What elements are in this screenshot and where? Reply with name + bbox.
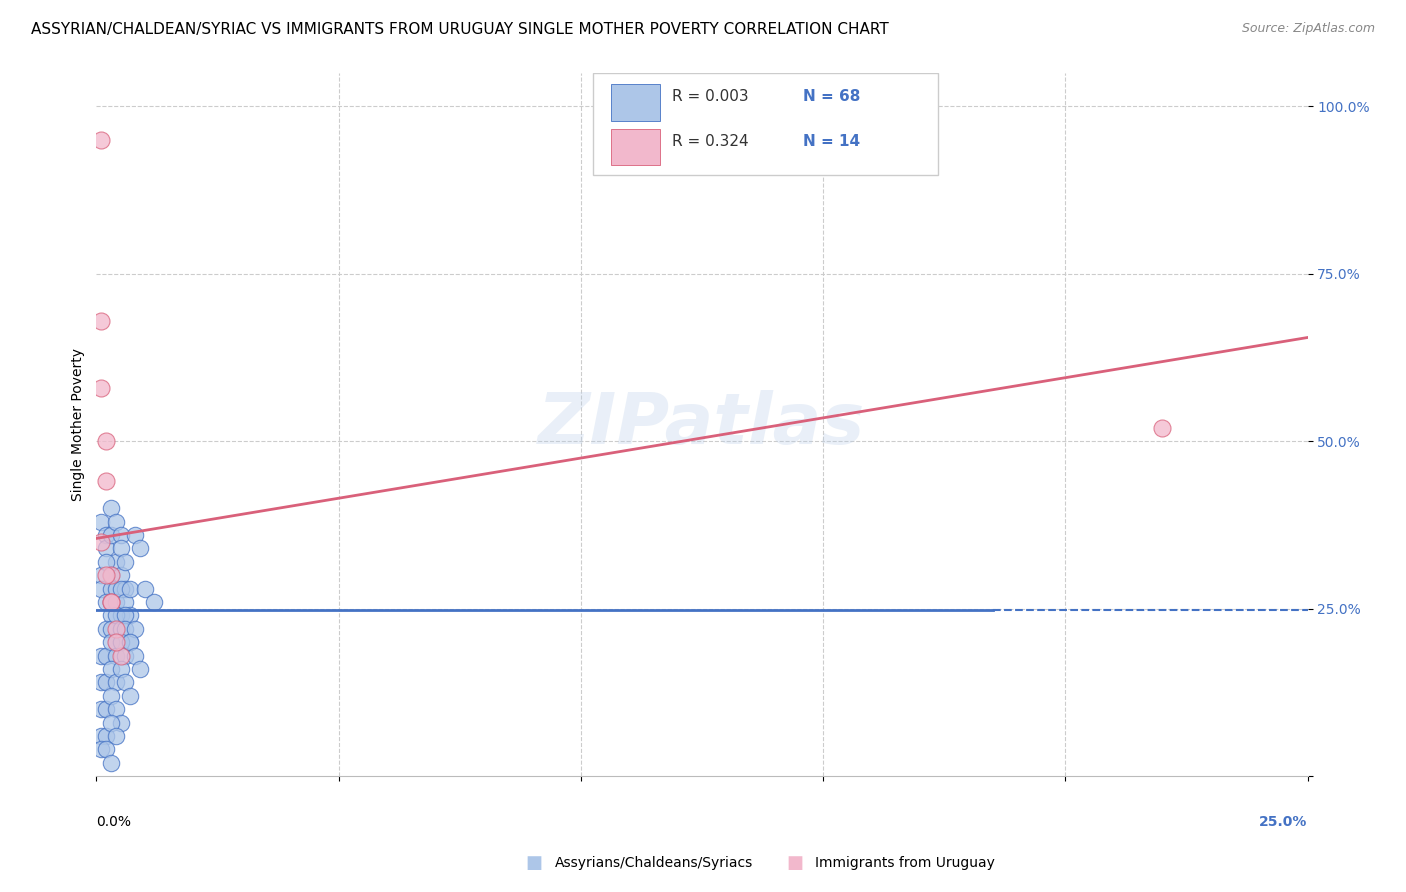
Point (90, 702, 112, 716)
Point (104, 515, 127, 529)
Text: Source: ZipAtlas.com: Source: ZipAtlas.com (1241, 22, 1375, 36)
Point (100, 568, 122, 582)
Point (104, 675, 127, 690)
Point (100, 595, 122, 609)
Point (110, 635, 132, 649)
Point (90, 582, 112, 596)
Point (90, 534, 112, 549)
Point (104, 622, 127, 636)
Point (94, 568, 117, 582)
Point (100, 501, 122, 516)
Point (120, 582, 142, 596)
Text: ASSYRIAN/CHALDEAN/SYRIAC VS IMMIGRANTS FROM URUGUAY SINGLE MOTHER POVERTY CORREL: ASSYRIAN/CHALDEAN/SYRIAC VS IMMIGRANTS F… (31, 22, 889, 37)
Point (1152, 421, 1174, 435)
Point (110, 662, 132, 676)
Point (124, 622, 146, 636)
Point (110, 622, 132, 636)
Point (94, 541, 117, 556)
Point (104, 729, 127, 743)
Point (104, 635, 127, 649)
Text: R = 0.003: R = 0.003 (672, 89, 749, 104)
Point (100, 582, 122, 596)
Point (104, 555, 127, 569)
Point (120, 635, 142, 649)
Point (94, 742, 117, 756)
Point (120, 608, 142, 623)
Point (90, 729, 112, 743)
Point (100, 689, 122, 703)
Point (100, 608, 122, 623)
Point (94, 675, 117, 690)
Point (110, 608, 132, 623)
Point (100, 622, 122, 636)
Point (104, 608, 127, 623)
Point (110, 568, 132, 582)
Point (100, 568, 122, 582)
Point (100, 756, 122, 770)
Point (90, 742, 112, 756)
Point (124, 528, 146, 542)
Point (100, 635, 122, 649)
Text: Assyrians/Chaldeans/Syriacs: Assyrians/Chaldeans/Syriacs (555, 856, 754, 871)
Point (129, 662, 152, 676)
Point (90, 381, 112, 395)
Point (94, 528, 117, 542)
Text: ZIPatlas: ZIPatlas (538, 390, 866, 459)
FancyBboxPatch shape (612, 128, 659, 165)
Point (120, 635, 142, 649)
Point (104, 635, 127, 649)
Point (104, 595, 127, 609)
Point (94, 475, 117, 489)
Point (143, 595, 166, 609)
Point (94, 648, 117, 663)
Point (124, 648, 146, 663)
Point (110, 648, 132, 663)
Text: 25.0%: 25.0% (1260, 814, 1308, 829)
Point (90, 133, 112, 147)
Text: ■: ■ (786, 855, 803, 872)
Point (114, 675, 136, 690)
Text: R = 0.324: R = 0.324 (672, 134, 749, 149)
Point (114, 608, 136, 623)
Text: ■: ■ (526, 855, 543, 872)
Point (94, 729, 117, 743)
Point (90, 515, 112, 529)
Point (114, 582, 136, 596)
Point (104, 702, 127, 716)
Point (90, 675, 112, 690)
Point (90, 314, 112, 328)
Text: Immigrants from Uruguay: Immigrants from Uruguay (815, 856, 995, 871)
Point (110, 715, 132, 730)
Point (110, 582, 132, 596)
Point (94, 595, 117, 609)
Point (100, 595, 122, 609)
Point (90, 568, 112, 582)
FancyBboxPatch shape (612, 84, 659, 120)
Point (100, 715, 122, 730)
Point (104, 648, 127, 663)
Point (100, 528, 122, 542)
Point (114, 622, 136, 636)
Point (100, 662, 122, 676)
Point (110, 528, 132, 542)
Point (94, 555, 117, 569)
Point (114, 555, 136, 569)
Point (114, 595, 136, 609)
Point (134, 582, 156, 596)
FancyBboxPatch shape (593, 73, 938, 175)
Point (120, 689, 142, 703)
Point (104, 582, 127, 596)
Point (114, 648, 136, 663)
Point (90, 648, 112, 663)
Y-axis label: Single Mother Poverty: Single Mother Poverty (72, 348, 86, 501)
Point (129, 541, 152, 556)
Point (94, 702, 117, 716)
Point (110, 541, 132, 556)
Point (100, 595, 122, 609)
Text: N = 14: N = 14 (803, 134, 860, 149)
Point (94, 622, 117, 636)
Point (94, 434, 117, 449)
Text: N = 68: N = 68 (803, 89, 860, 104)
Text: 0.0%: 0.0% (97, 814, 131, 829)
